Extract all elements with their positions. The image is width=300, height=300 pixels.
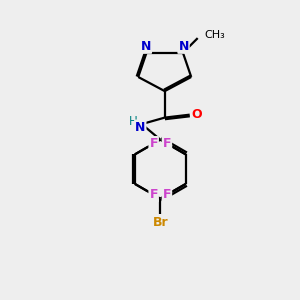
Text: F: F (163, 188, 171, 201)
Text: H: H (128, 115, 137, 128)
Text: CH₃: CH₃ (204, 30, 225, 40)
Text: N: N (141, 40, 151, 53)
Text: N: N (178, 40, 189, 53)
Text: N: N (135, 121, 146, 134)
Text: O: O (191, 108, 202, 121)
Text: F: F (149, 137, 158, 150)
Text: F: F (163, 137, 171, 150)
Text: F: F (149, 188, 158, 201)
Text: Br: Br (152, 216, 168, 229)
